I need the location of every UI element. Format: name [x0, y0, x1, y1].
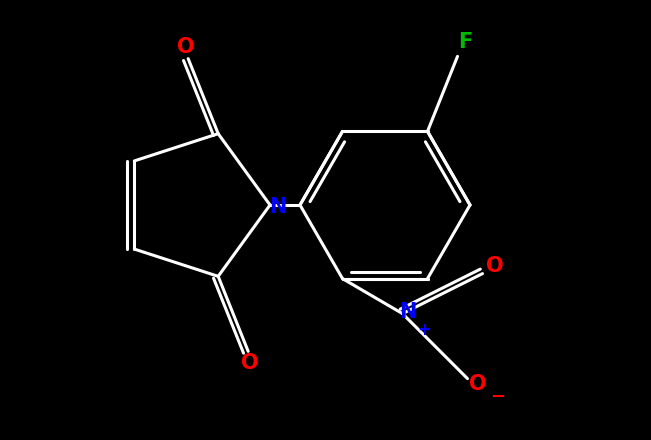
Text: N: N	[270, 197, 286, 217]
Text: O: O	[469, 374, 486, 394]
Text: −: −	[490, 388, 505, 406]
Text: O: O	[177, 37, 195, 57]
Text: F: F	[458, 33, 473, 52]
Text: O: O	[242, 353, 259, 373]
Text: +: +	[417, 321, 432, 339]
Text: N: N	[399, 301, 416, 322]
Text: O: O	[486, 256, 503, 275]
